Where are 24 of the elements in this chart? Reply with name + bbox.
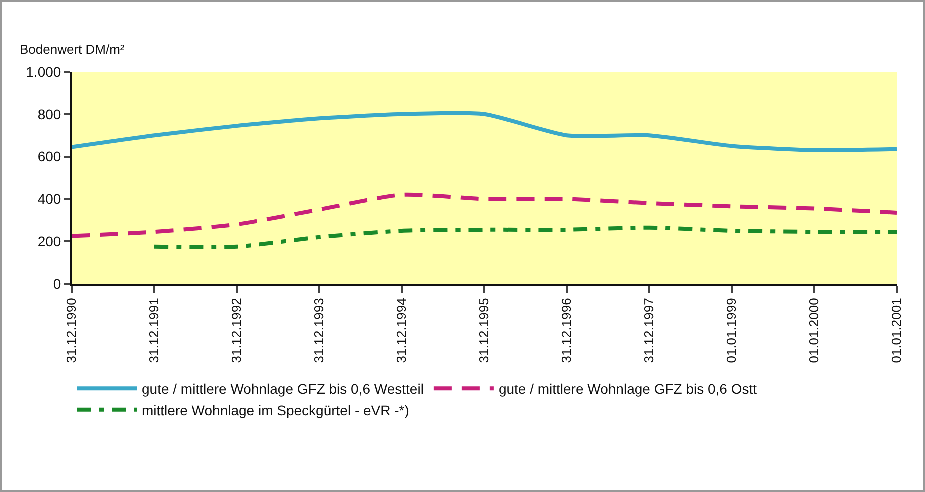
- line-series: [152, 226, 897, 250]
- x-tick-label: 31.12.1995: [476, 298, 492, 364]
- line-series: [72, 111, 897, 152]
- y-tick-label: 200: [38, 234, 62, 250]
- legend-label: mittlere Wohnlage im Speckgürtel - eVR -*): [142, 402, 410, 418]
- x-tick-label: 01.01.2001: [889, 298, 904, 364]
- y-tick-label: 0: [53, 276, 62, 292]
- x-tick-label: 31.12.1992: [229, 298, 244, 364]
- y-tick-label: 800: [38, 106, 62, 122]
- x-tick-label: 31.12.1996: [559, 298, 574, 364]
- x-tick-label: 01.01.1999: [724, 298, 740, 364]
- x-tick-label: 31.12.1991: [146, 298, 162, 364]
- x-tick-label: 31.12.1990: [64, 298, 80, 364]
- x-tick-label: 01.01.2000: [806, 298, 822, 364]
- y-tick-label: 400: [38, 191, 62, 208]
- y-tick-label: 1.000: [26, 64, 62, 80]
- x-tick-label: 31.12.1994: [394, 298, 410, 364]
- x-tick-label: 31.12.1993: [312, 298, 327, 364]
- y-axis-title: Bodenwert DM/m²: [20, 42, 126, 57]
- legend-label: gute / mittlere Wohnlage GFZ bis 0,6 Westteil: [142, 381, 424, 398]
- legend-label: gute / mittlere Wohnlage GFZ bis 0,6 Ostt: [498, 381, 758, 398]
- line-series: [72, 192, 897, 238]
- x-tick-label: 31.12.1997: [642, 298, 657, 364]
- y-tick-label: 600: [38, 148, 62, 165]
